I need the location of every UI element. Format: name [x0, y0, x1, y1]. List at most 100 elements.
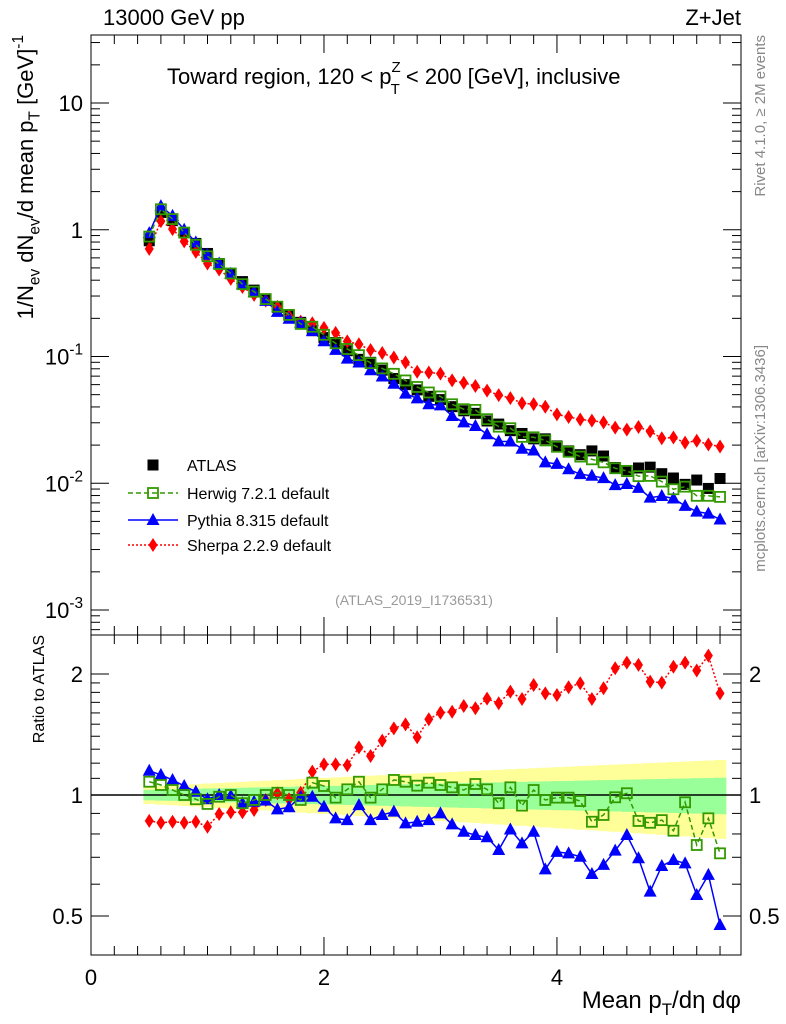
pythia-ratio-point — [468, 828, 482, 841]
herwig-main-point — [434, 390, 447, 403]
pythia-main-point — [620, 477, 634, 490]
pythia-main-point — [550, 456, 564, 469]
sherpa-main-line — [148, 220, 721, 448]
herwig-main-point — [679, 480, 691, 493]
sherpa-ratio-point — [377, 733, 387, 748]
sherpa-ratio-point — [424, 712, 434, 727]
herwig-ratio-point — [353, 775, 365, 788]
herwig-main-point — [644, 469, 657, 482]
x-axis-label-part: Mean p — [582, 987, 662, 1014]
herwig-ratio-point — [527, 784, 540, 796]
pythia-ratio-point — [317, 799, 331, 812]
pythia-main-point — [538, 455, 552, 468]
pythia-ratio-point — [364, 813, 378, 826]
herwig-main-point — [143, 230, 156, 243]
atlas-data-point — [574, 449, 586, 461]
y-tick-label: 1 — [71, 218, 83, 243]
herwig-main-point — [399, 374, 412, 387]
herwig-main-point — [492, 420, 505, 433]
sherpa-main-point — [412, 364, 422, 379]
herwig-ratio-point — [481, 783, 493, 796]
x-axis-label-part: T — [662, 1000, 672, 1019]
pythia-ratio-point — [142, 763, 156, 776]
legend-label: ATLAS — [187, 458, 237, 475]
ratio-tick-label-right: 0.5 — [749, 904, 780, 929]
sherpa-ratio-point — [529, 677, 539, 692]
herwig-main-point — [667, 483, 680, 496]
sherpa-ratio-point — [703, 648, 713, 663]
pythia-main-point — [364, 363, 378, 376]
inner-uncertainty-band-segment — [679, 778, 692, 814]
pythia-ratio-point — [177, 778, 191, 791]
herwig-main-line — [148, 208, 721, 498]
herwig-ratio-point — [504, 781, 517, 794]
sherpa-ratio-point — [482, 691, 492, 706]
sherpa-ratio-point — [610, 661, 620, 676]
herwig-ratio-point — [562, 791, 575, 804]
herwig-main-point — [585, 453, 598, 466]
sherpa-main-point — [703, 437, 713, 452]
pythia-main-point — [433, 398, 447, 411]
sherpa-ratio-point — [412, 730, 422, 745]
herwig-main-point — [224, 267, 237, 280]
sherpa-main-point — [447, 373, 457, 388]
pythia-ratio-point — [154, 767, 168, 780]
herwig-ratio-point — [236, 797, 249, 810]
y-axis-label-part: dN — [13, 235, 38, 269]
atlas-data-point — [702, 482, 714, 494]
analysis-label: (ATLAS_2019_I1736531) — [335, 592, 493, 608]
pythia-main-point — [468, 418, 482, 431]
legend-entry: Sherpa 2.2.9 default — [128, 538, 332, 555]
pythia-ratio-point — [445, 817, 459, 830]
y-axis-label-part: 1/N — [13, 285, 38, 319]
y-tick-label-part: -3 — [69, 595, 83, 612]
pythia-main-point — [305, 324, 319, 337]
herwig-ratio-point — [690, 839, 703, 851]
sherpa-ratio-point — [191, 814, 201, 829]
pythia-ratio-point — [573, 849, 587, 862]
pythia-main-point — [212, 256, 226, 269]
herwig-main-point — [178, 226, 191, 239]
sherpa-main-point — [622, 422, 632, 437]
y-tick-label-part: 10 — [45, 471, 69, 496]
sherpa-main-point — [505, 391, 515, 406]
pythia-main-point — [713, 512, 727, 525]
herwig-main-point — [527, 431, 540, 444]
inner-uncertainty-band-segment — [714, 777, 727, 815]
pythia-main-point — [515, 441, 529, 454]
atlas-data-point — [563, 445, 575, 457]
sherpa-main-point — [529, 397, 539, 412]
sherpa-main-point — [657, 431, 667, 446]
herwig-main-point — [714, 490, 726, 503]
herwig-ratio-point — [376, 783, 389, 796]
atlas-data-point — [341, 345, 353, 357]
y-tick-label: 10 — [59, 91, 83, 116]
y-tick-label-part: 1 — [71, 218, 83, 243]
x-tick-label: 0 — [85, 965, 97, 990]
pythia-ratio-point — [282, 800, 296, 813]
sherpa-ratio-point — [156, 815, 166, 830]
pythia-main-point — [690, 504, 704, 517]
herwig-ratio-point — [574, 795, 587, 807]
herwig-ratio-point — [224, 789, 237, 801]
herwig-ratio-point — [551, 791, 563, 804]
x-tick-label: 4 — [551, 965, 563, 990]
herwig-ratio-point — [178, 789, 191, 801]
pythia-main-point — [608, 478, 622, 491]
herwig-ratio-point — [446, 781, 459, 794]
herwig-main-point — [376, 362, 389, 375]
herwig-main-point — [189, 238, 202, 251]
herwig-main-point — [422, 386, 435, 399]
herwig-ratio-point — [620, 787, 633, 800]
herwig-ratio-point — [364, 791, 377, 804]
herwig-ratio-point — [632, 815, 645, 827]
pythia-main-point — [562, 462, 576, 475]
pythia-ratio-point — [608, 843, 622, 856]
y-axis-label: 1/Nev dNev/d mean pT [GeV]-1 — [10, 35, 44, 319]
sherpa-ratio-point — [575, 676, 585, 691]
sherpa-ratio-point — [517, 691, 527, 706]
herwig-main-point — [154, 203, 167, 216]
sherpa-main-point — [156, 214, 166, 229]
plot-title-part: T — [391, 81, 400, 98]
sherpa-main-point — [633, 419, 643, 434]
